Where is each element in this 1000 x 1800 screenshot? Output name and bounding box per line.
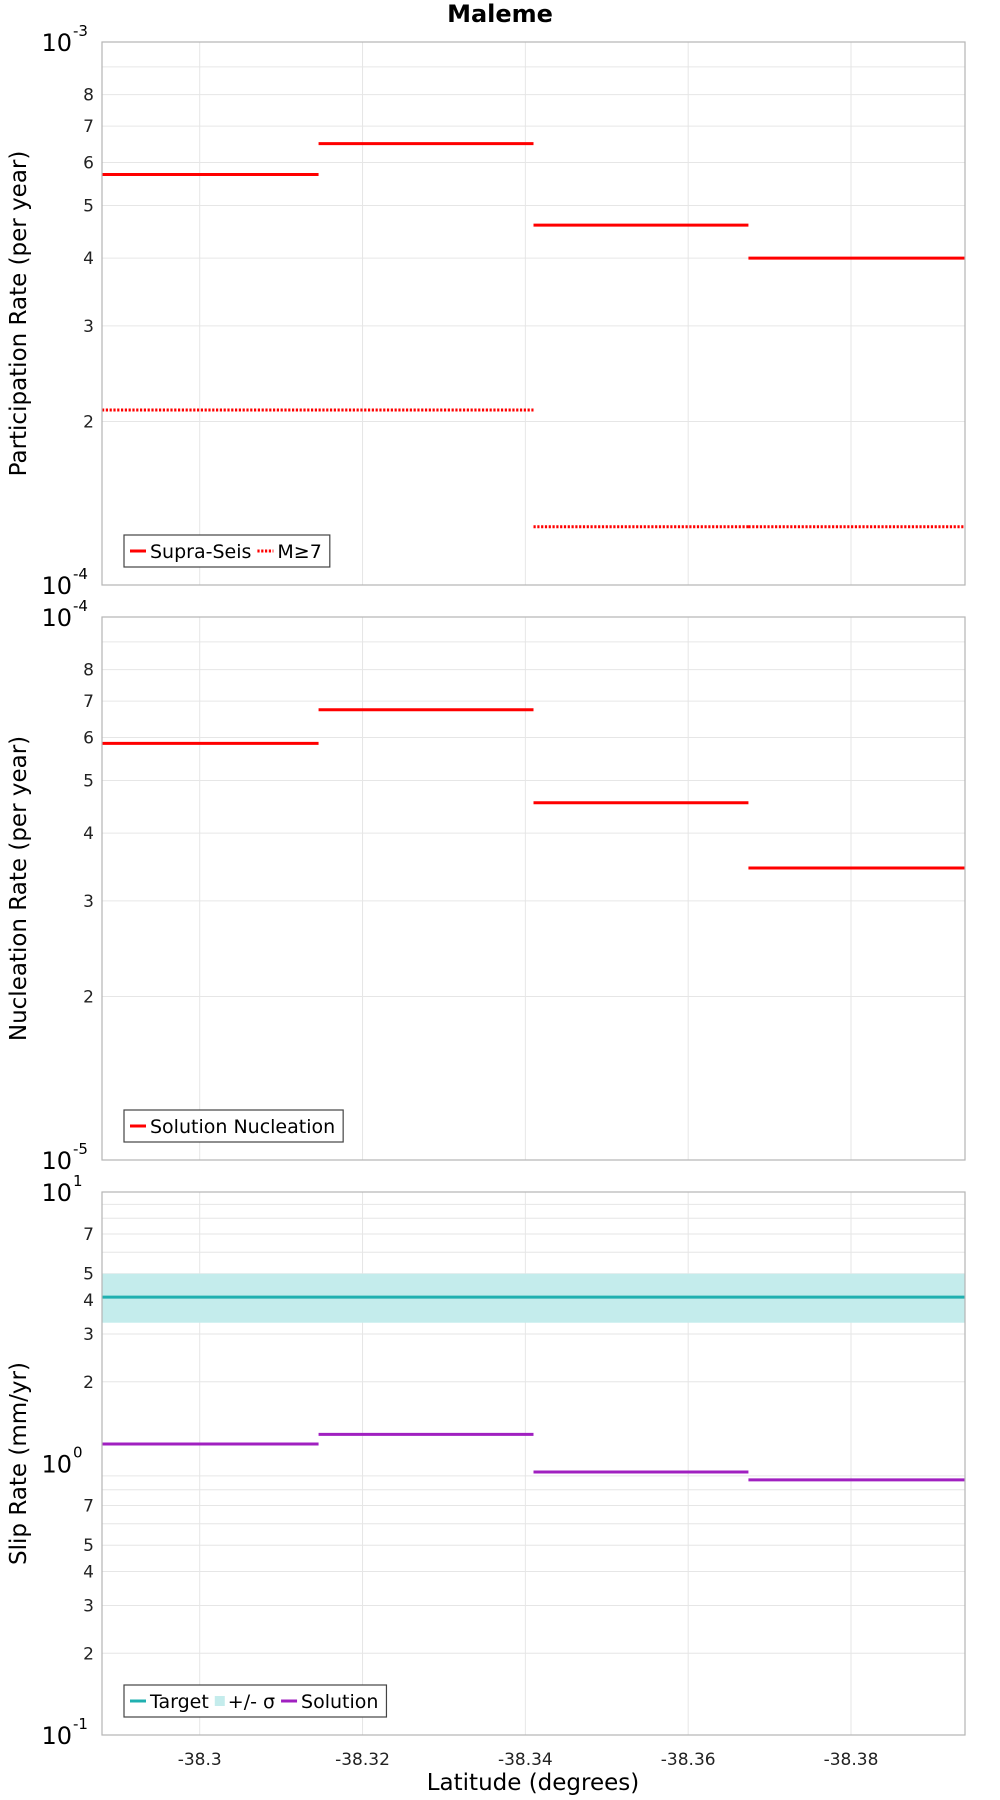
slip-y-tick-label: 2 (83, 1373, 94, 1393)
nucleation-y-tick-label: 2 (83, 988, 94, 1008)
slip-y-tick-label: 7 (83, 1497, 94, 1517)
participation-y-major-tick-base: 10 (41, 29, 72, 57)
x-axis-title: Latitude (degrees) (427, 1770, 640, 1796)
slip-y-tick-label: 3 (83, 1596, 94, 1616)
slip-y-tick-label: 5 (83, 1265, 94, 1285)
slip-y-tick-label: 4 (83, 1563, 94, 1583)
x-tick-label: -38.34 (498, 1750, 553, 1770)
slip-y-major-tick-exp: 1 (73, 1172, 83, 1190)
legend-label: +/- σ (228, 1691, 275, 1713)
nucleation-plot-frame (101, 616, 966, 1161)
participation-y-tick-label: 8 (83, 86, 94, 106)
nucleation-y-tick-label: 4 (83, 824, 94, 844)
slip-y-tick-label: 4 (83, 1291, 94, 1311)
nucleation-y-tick-label: 3 (83, 892, 94, 912)
slip-y-tick-label: 5 (83, 1536, 94, 1556)
participation-y-tick-label: 4 (83, 249, 94, 269)
legend-label: M≥7 (277, 541, 321, 563)
nucleation-plot-area (102, 617, 965, 1160)
slip-rate-panel: -38.3 -38.32 -38.34 -38.36 -38.3823457234571… (6, 1172, 966, 1770)
nucleation-y-tick-label: 7 (83, 692, 94, 712)
participation-y-tick-label: 7 (83, 117, 94, 137)
slip-y-major-tick-base: 10 (41, 1179, 72, 1207)
slip-y-major-tick-base: 10 (41, 1722, 72, 1750)
slip-y-tick-label: 7 (83, 1225, 94, 1245)
chart-title: Maleme (447, 0, 553, 28)
legend-box (123, 1109, 344, 1143)
x-tick-label: -38.32 (335, 1750, 390, 1770)
slip-y-major-tick-exp: -1 (73, 1715, 88, 1733)
participation-y-tick-label: 3 (83, 317, 94, 337)
legend-box (123, 534, 331, 568)
nucleation-legend: Solution Nucleation (123, 1109, 344, 1143)
participation-y-major-tick-exp: -4 (73, 565, 88, 583)
participation-y-axis-title: Participation Rate (per year) (6, 151, 32, 477)
legend-box (123, 1684, 388, 1718)
slip-y-major-tick-exp: 0 (73, 1444, 83, 1462)
nucleation-y-tick-label: 6 (83, 728, 94, 748)
legend-label: Target (149, 1691, 209, 1713)
participation-y-major-tick-exp: -3 (73, 22, 88, 40)
x-tick-label: -38.36 (661, 1750, 716, 1770)
legend-swatch (214, 1696, 225, 1706)
x-tick-label: -38.38 (824, 1750, 879, 1770)
participation-y-major-tick-base: 10 (41, 572, 72, 600)
nucleation-y-major-tick-exp: -5 (73, 1140, 88, 1158)
slip-y-tick-label: 3 (83, 1325, 94, 1345)
legend-label: Solution Nucleation (150, 1116, 335, 1138)
slip-y-tick-label: 2 (83, 1644, 94, 1664)
nucleation-y-major-tick-exp: -4 (73, 597, 88, 615)
legend-label: Solution (301, 1691, 378, 1713)
nucleation-y-major-tick-base: 10 (41, 604, 72, 632)
participation-y-tick-label: 2 (83, 413, 94, 433)
slip-y-major-tick-base: 10 (41, 1451, 72, 1479)
nucleation-y-tick-label: 8 (83, 661, 94, 681)
participation-legend: Supra-Seis M≥7 (123, 534, 331, 568)
legend-label: Supra-Seis (150, 541, 251, 563)
x-tick-label: -38.3 (178, 1750, 222, 1770)
participation-plot-area (102, 42, 965, 585)
slip-y-axis-title: Slip Rate (mm/yr) (6, 1362, 32, 1565)
slip-plot-frame (101, 1191, 966, 1736)
nucleation-y-major-tick-base: 10 (41, 1147, 72, 1175)
nucleation-y-axis-title: Nucleation Rate (per year) (6, 736, 32, 1041)
nucleation-y-tick-label: 5 (83, 771, 94, 791)
slip-legend: Target +/- σ Solution (123, 1684, 388, 1718)
participation-y-tick-label: 5 (83, 196, 94, 216)
participation-plot-frame (101, 41, 966, 586)
participation-y-tick-label: 6 (83, 153, 94, 173)
